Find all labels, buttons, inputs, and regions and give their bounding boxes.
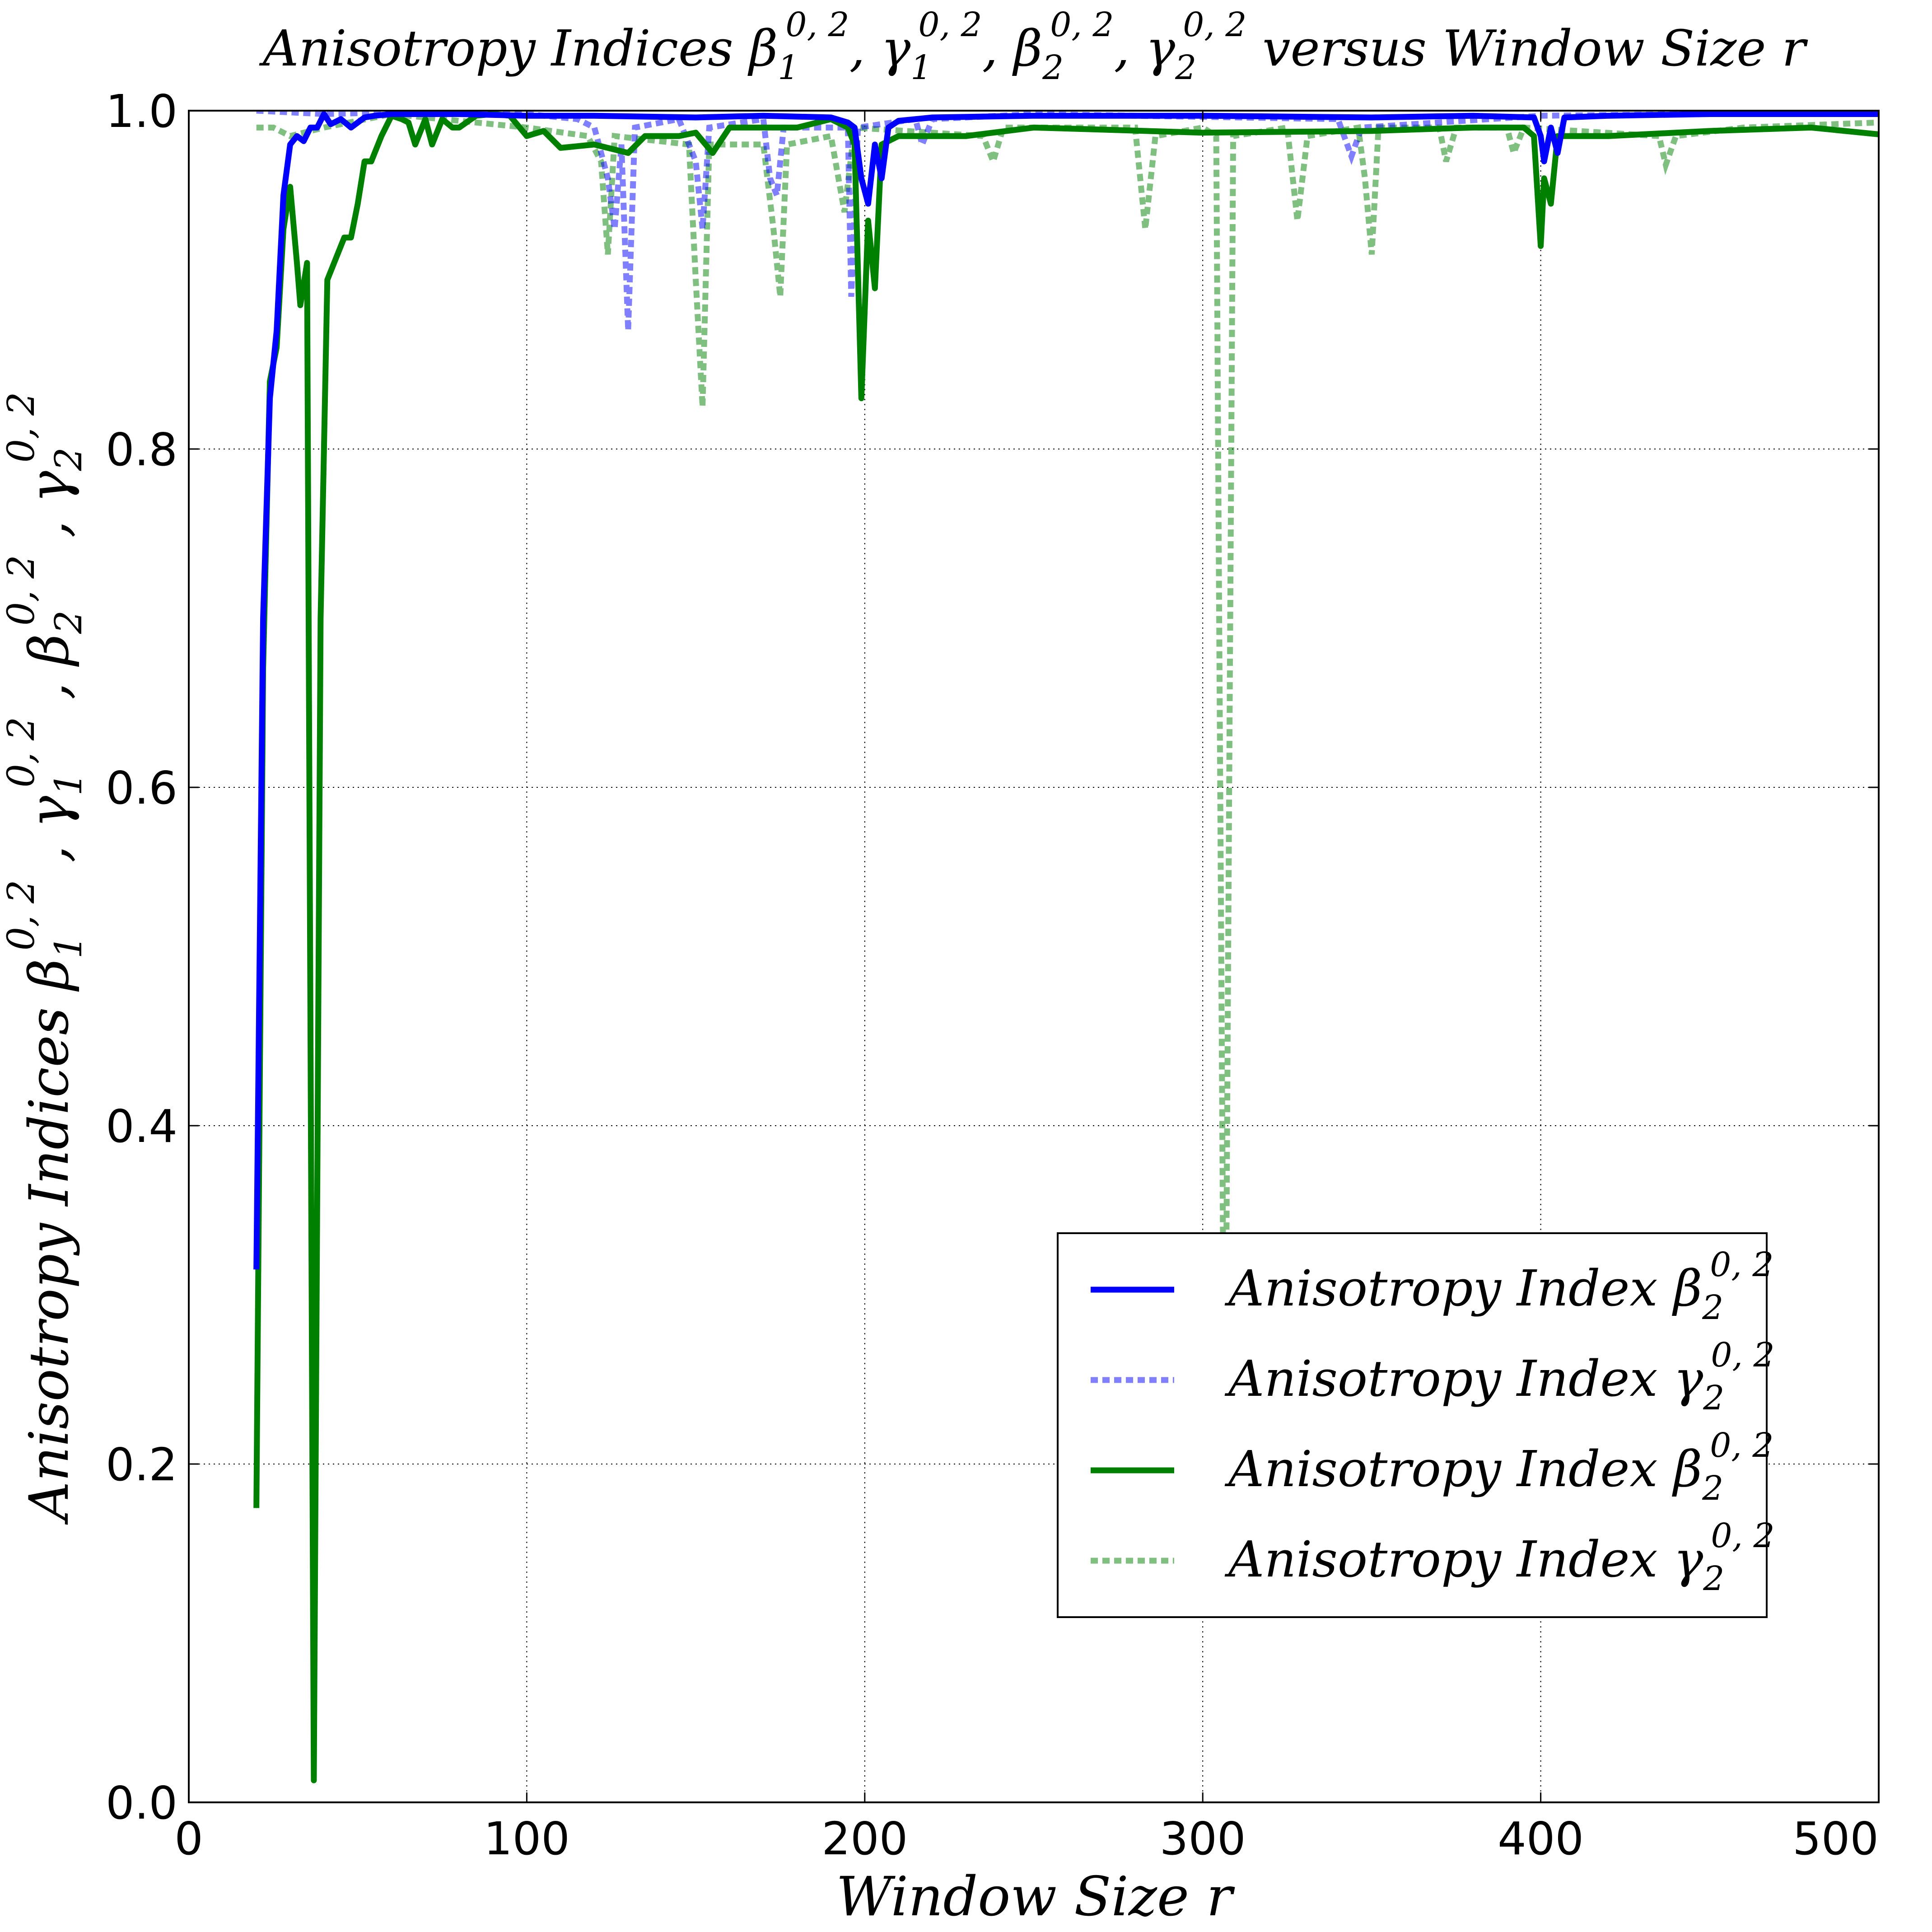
series-layer (253, 111, 1879, 1783)
series-line (253, 111, 1879, 1783)
x-tick-label: 500 (1792, 1812, 1879, 1865)
y-tick-label: 0.0 (106, 1777, 177, 1829)
y-tick-label: 0.2 (106, 1438, 177, 1491)
y-tick-label: 0.6 (106, 762, 177, 814)
axes-frame (188, 110, 1880, 1803)
x-tick-label: 400 (1498, 1812, 1584, 1865)
chart-title: Anisotropy Indices β10, 2, γ10, 2, β20, … (259, 5, 1808, 87)
series-line (253, 111, 1879, 1270)
legend-label: Anisotropy Index β20, 2 (1224, 1426, 1773, 1508)
ticks: 0 100 200 300 400 500 0.0 0.2 0.4 0.6 0.8 1.0 (106, 85, 1880, 1865)
y-tick-label: 1.0 (106, 85, 177, 138)
gridlines (189, 111, 1879, 1802)
y-tick-label: 0.8 (106, 423, 177, 476)
legend-label: Anisotropy Index γ20, 2 (1224, 1516, 1775, 1598)
series-line (256, 111, 1879, 1247)
legend-label: Anisotropy Index β20, 2 (1224, 1245, 1773, 1327)
x-axis-label: Window Size r (836, 1866, 1235, 1928)
x-tick-label: 100 (484, 1812, 570, 1865)
legend-box (1057, 1232, 1768, 1618)
x-tick-label: 0 (174, 1812, 203, 1865)
legend-label: Anisotropy Index γ20, 2 (1224, 1336, 1775, 1417)
y-tick-label: 0.4 (106, 1100, 177, 1153)
y-axis-label: Anisotropy Indices β10, 2 , γ10, 2 , β20… (0, 392, 90, 1525)
x-tick-label: 300 (1160, 1812, 1246, 1865)
x-tick-label: 200 (821, 1812, 908, 1865)
